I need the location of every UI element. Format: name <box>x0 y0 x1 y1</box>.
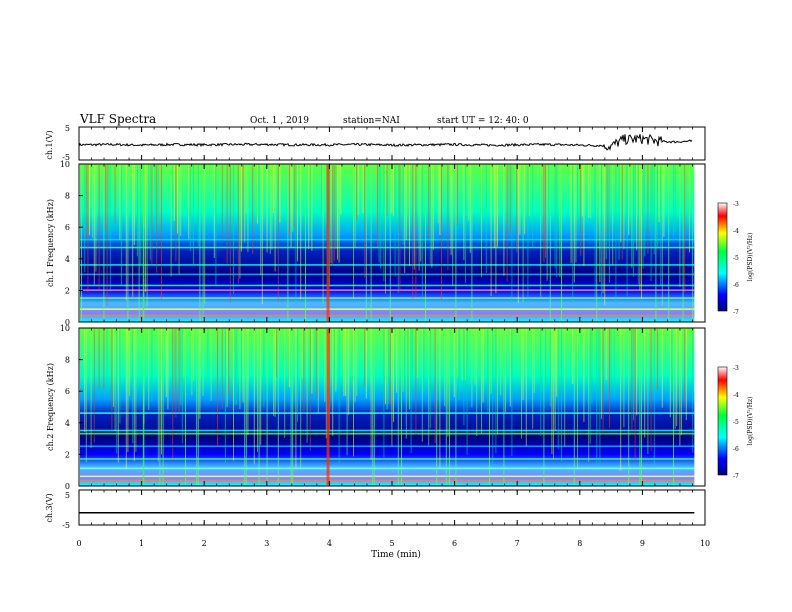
station-label: station=NAI <box>343 116 400 126</box>
ch2-ytick-2: 2 <box>65 450 70 459</box>
ch1-cbar-tick--3: -3 <box>733 201 739 208</box>
ch2-ytick-10: 10 <box>60 324 70 333</box>
x-tick-10: 10 <box>700 539 710 548</box>
x-tick-5: 5 <box>389 539 394 548</box>
ch1-ytick-bottom: -5 <box>62 153 70 162</box>
x-tick-1: 1 <box>139 539 144 548</box>
ch2-ytick-4: 4 <box>65 419 70 428</box>
x-tick-4: 4 <box>327 539 332 548</box>
ch1-cbar-tick--5: -5 <box>733 255 739 262</box>
ch1-spectrogram-image <box>80 164 695 322</box>
ch1-freq-ylabel: ch.1 Frequency (kHz) <box>46 199 55 287</box>
figure-title: VLF Spectra <box>79 112 156 126</box>
ch3-ylabel: ch.3(V) <box>45 493 54 522</box>
ch1-cbar-tick--7: -7 <box>733 309 739 316</box>
x-tick-2: 2 <box>202 539 207 548</box>
ch2-cbar-tick--4: -4 <box>733 392 739 399</box>
x-tick-9: 9 <box>640 539 645 548</box>
ch3-ytick-bottom: -5 <box>62 521 70 530</box>
ch2-colorbar-label: log(PSD)(V²/Hz) <box>747 397 754 446</box>
ch1-cbar-tick--6: -6 <box>733 282 739 289</box>
ch2-ytick-6: 6 <box>65 387 70 396</box>
x-tick-3: 3 <box>264 539 269 548</box>
ch2-cbar-tick--6: -6 <box>733 446 739 453</box>
ch2-ytick-0: 0 <box>65 482 70 491</box>
ch1-ylabel: ch.1(V) <box>45 130 54 159</box>
ch1-spectrogram-panel: 0 2 4 6 8 10 ch.1 Frequency (kHz) <box>46 160 706 327</box>
ch1-colorbar: -3 -4 -5 -6 -7 log(PSD)(V²/Hz) <box>717 201 754 316</box>
ch1-cbar-tick--4: -4 <box>733 228 739 235</box>
x-tick-6: 6 <box>452 539 457 548</box>
ch1-ytick-8: 8 <box>65 192 70 201</box>
ch1-ytick-4: 4 <box>65 255 70 264</box>
ch2-freq-ylabel: ch.2 Frequency (kHz) <box>46 363 55 451</box>
x-tick-7: 7 <box>515 539 520 548</box>
ch2-spectrogram-panel: 0 2 4 6 8 10 ch.2 Frequency (kHz) <box>46 324 706 491</box>
start-time-label: start UT = 12: 40: 0 <box>437 116 529 126</box>
ch2-spectrogram-image <box>80 328 695 486</box>
x-tick-0: 0 <box>76 539 81 548</box>
x-axis: 0 1 2 3 4 5 6 7 8 9 10 <box>76 127 710 548</box>
ch1-waveform-panel: 5 -5 ch.1(V) <box>45 124 706 162</box>
ch2-ytick-8: 8 <box>65 356 70 365</box>
ch2-cbar-tick--5: -5 <box>733 419 739 426</box>
ch1-waveform-line <box>78 133 693 151</box>
ch1-ytick-10: 10 <box>60 160 70 169</box>
ch2-cbar-tick--3: -3 <box>733 365 739 372</box>
ch2-cbar-tick--7: -7 <box>733 473 739 480</box>
x-axis-label: Time (min) <box>371 549 421 560</box>
ch1-ytick-top: 5 <box>65 124 70 133</box>
x-tick-8: 8 <box>577 539 582 548</box>
ch1-ytick-0: 0 <box>65 318 70 327</box>
ch1-ytick-6: 6 <box>65 223 70 232</box>
date-label: Oct. 1 , 2019 <box>250 116 309 126</box>
ch1-colorbar-label: log(PSD)(V²/Hz) <box>747 233 754 282</box>
ch3-waveform-panel: 5 -5 ch.3(V) <box>45 489 706 530</box>
ch2-colorbar: -3 -4 -5 -6 -7 log(PSD)(V²/Hz) <box>717 365 754 480</box>
ch1-ytick-2: 2 <box>65 286 70 295</box>
ch3-ytick-top: 5 <box>65 491 70 500</box>
